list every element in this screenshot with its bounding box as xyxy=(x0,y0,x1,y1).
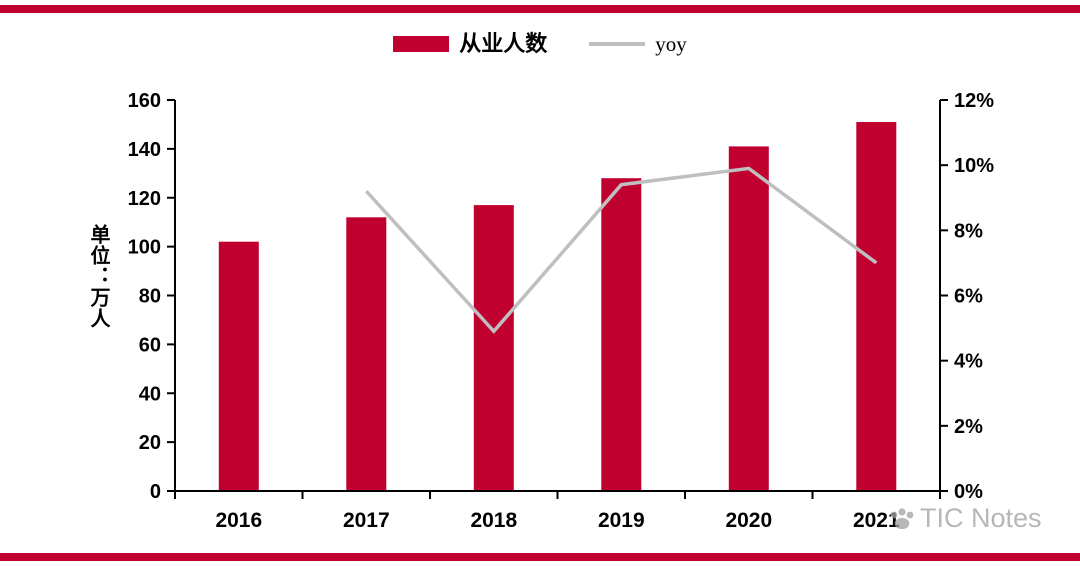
left-axis-title: 单位：万人 xyxy=(87,224,109,329)
chart-legend: 从业人数 yoy xyxy=(0,33,1080,55)
bar-2021 xyxy=(856,122,897,491)
yoy-line xyxy=(365,166,878,334)
bar-2020 xyxy=(728,146,769,491)
legend-label-employees: 从业人数 xyxy=(459,31,548,56)
top-accent-bar xyxy=(0,5,1080,13)
left-tick-label: 80 xyxy=(139,286,161,308)
legend-label-yoy: yoy xyxy=(655,31,687,56)
bar-series-swatch xyxy=(393,36,450,52)
x-category-label: 2020 xyxy=(725,509,772,532)
legend-item-yoy: yoy xyxy=(589,31,687,56)
x-category-label: 2019 xyxy=(598,509,645,532)
bar-2018 xyxy=(473,205,514,491)
right-tick-label: 8% xyxy=(954,220,983,242)
legend-item-employees: 从业人数 xyxy=(393,33,547,55)
left-tick-label: 140 xyxy=(128,139,161,161)
x-category-label: 2018 xyxy=(470,509,517,532)
x-category-label: 2017 xyxy=(343,509,390,532)
left-tick-label: 160 xyxy=(128,90,161,112)
right-tick-label: 10% xyxy=(954,155,994,177)
left-tick-label: 100 xyxy=(128,237,161,259)
right-tick-label: 0% xyxy=(954,481,983,503)
bar-2019 xyxy=(601,178,642,491)
left-tick-label: 120 xyxy=(128,188,161,210)
bar-2017 xyxy=(346,217,387,492)
left-tick-label: 40 xyxy=(139,383,161,405)
left-tick-label: 0 xyxy=(150,481,161,503)
bar-2016 xyxy=(218,241,259,491)
x-category-label: 2021 xyxy=(853,509,900,532)
line-series-swatch xyxy=(589,42,646,46)
bottom-accent-bar xyxy=(0,553,1080,561)
right-tick-label: 12% xyxy=(954,90,994,112)
left-tick-label: 60 xyxy=(139,334,161,356)
right-tick-label: 6% xyxy=(954,286,983,308)
left-tick-label: 20 xyxy=(139,432,161,454)
right-tick-label: 2% xyxy=(954,416,983,438)
x-category-label: 2016 xyxy=(215,509,262,532)
right-tick-label: 4% xyxy=(954,351,983,373)
